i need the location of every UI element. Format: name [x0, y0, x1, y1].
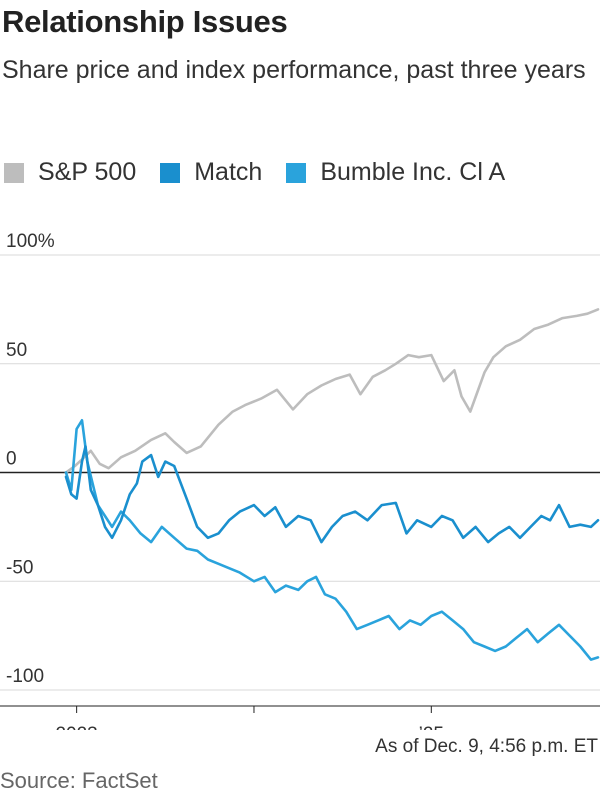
- chart-title: Relationship Issues: [2, 4, 288, 39]
- legend-swatch-match: [160, 162, 181, 183]
- source-note: Source: FactSet: [0, 768, 158, 793]
- y-tick-label-1: 50: [6, 340, 27, 361]
- y-tick-label-4: -100: [6, 666, 44, 687]
- y-tick-label-3: -50: [6, 557, 33, 578]
- series-line-match: [64, 445, 600, 544]
- x-tick-label-0: 2023: [55, 724, 97, 730]
- y-tick-label-0: 100%: [6, 231, 55, 252]
- legend-swatch-sp500: [4, 162, 24, 183]
- legend-label-bumble: Bumble Inc. Cl A: [320, 158, 506, 186]
- legend-swatch-bumble: [286, 162, 307, 183]
- legend-label-sp500: S&P 500: [38, 158, 137, 186]
- legend-item-sp500: S&P 500: [4, 158, 136, 187]
- y-tick-label-2: 0: [6, 449, 17, 470]
- series-line-s-p-500: [64, 308, 600, 474]
- chart-subtitle: Share price and index performance, past …: [2, 56, 586, 84]
- legend-label-match: Match: [194, 158, 263, 186]
- legend: S&P 500 Match Bumble Inc. Cl A: [4, 158, 529, 187]
- series-line-bumble-inc-cl-a: [64, 419, 600, 661]
- x-tick-label-2: ’25: [419, 724, 444, 730]
- as-of-note: As of Dec. 9, 4:56 p.m. ET: [375, 736, 598, 757]
- chart-plot: 100% 50 0 -50 -100 2023 ’25: [0, 231, 600, 730]
- legend-item-bumble: Bumble Inc. Cl A: [286, 158, 505, 187]
- legend-item-match: Match: [160, 158, 262, 187]
